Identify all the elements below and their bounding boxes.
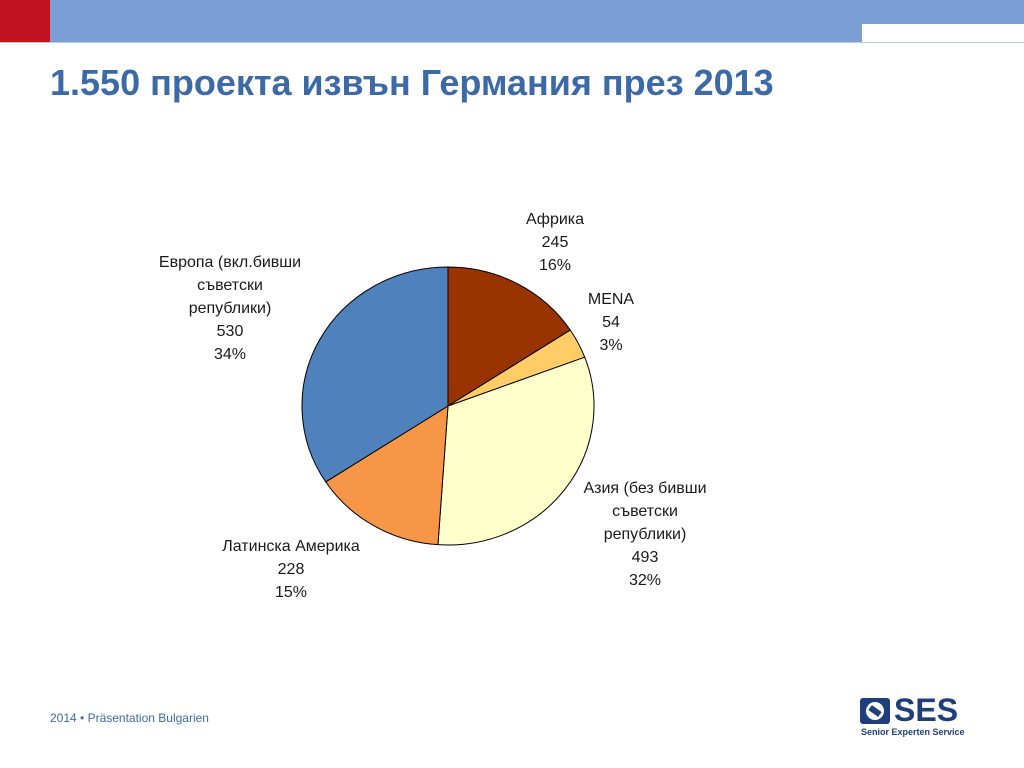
top-bar-notch [862, 24, 1024, 42]
slice-percent-latin-america: 15% [274, 584, 308, 601]
slice-value-latin-america: 228 [277, 561, 305, 578]
ses-logo-text: SES [894, 692, 959, 728]
slice-value-europe: 530 [216, 323, 244, 340]
slice-percent-africa: 16% [538, 257, 572, 274]
slice-value-africa: 245 [541, 234, 569, 251]
slice-label-asia-line-1: Азия (без бивши [583, 480, 707, 497]
top-divider [0, 42, 1024, 43]
slice-label-mena: MENA 54 3% [566, 288, 656, 357]
pie-slice-latin-america [324, 405, 449, 546]
slice-label-africa-line: Африка [525, 211, 585, 228]
slice-label-asia: Азия (без бивши съветски републики) 493 … [560, 477, 730, 592]
slice-label-europe-line-1: Европа (вкл.бивши [158, 254, 302, 271]
slice-label-europe-line-3: републики) [188, 300, 272, 317]
slice-label-asia-line-2: съветски [612, 503, 678, 520]
ses-logo-subtitle: Senior Experten Service [861, 727, 965, 737]
pie-slice-africa [447, 266, 572, 407]
slice-label-latin-america-line: Латинска Америка [222, 538, 360, 555]
footer-text: 2014 • Präsentation Bulgarien [50, 711, 209, 725]
slice-value-mena: 54 [602, 314, 620, 331]
slice-percent-mena: 3% [599, 337, 623, 354]
slice-label-africa: Африка 245 16% [495, 208, 615, 277]
pie-slice-asia [437, 356, 595, 546]
ses-logo: SES Senior Experten Service [860, 692, 980, 740]
slice-label-asia-line-3: републики) [603, 526, 687, 543]
ses-logo-icon [860, 698, 890, 724]
top-bar [0, 0, 1024, 42]
slice-label-latin-america: Латинска Америка 228 15% [196, 535, 386, 604]
pie-slice-europe [301, 266, 449, 483]
slice-percent-asia: 32% [628, 572, 662, 589]
slice-value-asia: 493 [631, 549, 659, 566]
slide-title: 1.550 проекта извън Германия през 2013 [50, 62, 774, 103]
slice-label-mena-line: MENA [587, 291, 635, 308]
top-red-accent [0, 0, 50, 42]
slice-percent-europe: 34% [213, 346, 247, 363]
slice-label-europe: Европа (вкл.бивши съветски републики) 53… [140, 251, 320, 366]
slice-label-europe-line-2: съветски [197, 277, 263, 294]
